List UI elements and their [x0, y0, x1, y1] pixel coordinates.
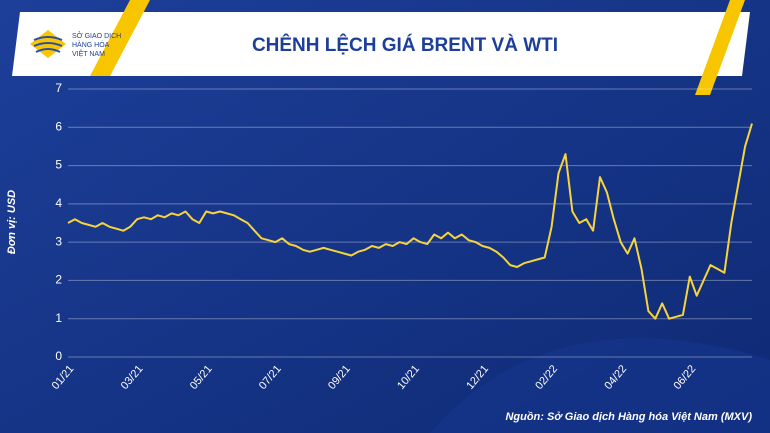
- y-tick-label: 0: [55, 349, 62, 363]
- y-tick-label: 5: [55, 158, 62, 172]
- logo: SỞ GIAO DỊCH HÀNG HÓA VIỆT NAM: [30, 30, 121, 58]
- header-band: [12, 12, 750, 76]
- y-tick-label: 3: [55, 234, 62, 248]
- logo-waves: [33, 36, 63, 53]
- logo-text: SỞ GIAO DỊCH: [72, 31, 121, 40]
- y-tick-label: 4: [55, 196, 62, 210]
- chart-title: CHÊNH LỆCH GIÁ BRENT VÀ WTI: [252, 34, 558, 56]
- decor-stripe: [90, 0, 150, 76]
- y-axis-label: Đơn vị: USD: [6, 190, 18, 254]
- y-tick-label: 1: [55, 311, 62, 325]
- logo-text: HÀNG HÓA: [72, 40, 110, 49]
- logo-text: VIỆT NAM: [72, 49, 105, 58]
- source: Nguồn: Sở Giao dịch Hàng hóa Việt Nam (M…: [505, 411, 752, 423]
- y-tick-label: 6: [55, 119, 62, 133]
- y-tick-label: 7: [55, 81, 62, 95]
- y-tick-label: 2: [55, 273, 62, 287]
- decor: [430, 338, 770, 433]
- decor-stripe: [695, 0, 745, 95]
- data-line: [67, 123, 753, 320]
